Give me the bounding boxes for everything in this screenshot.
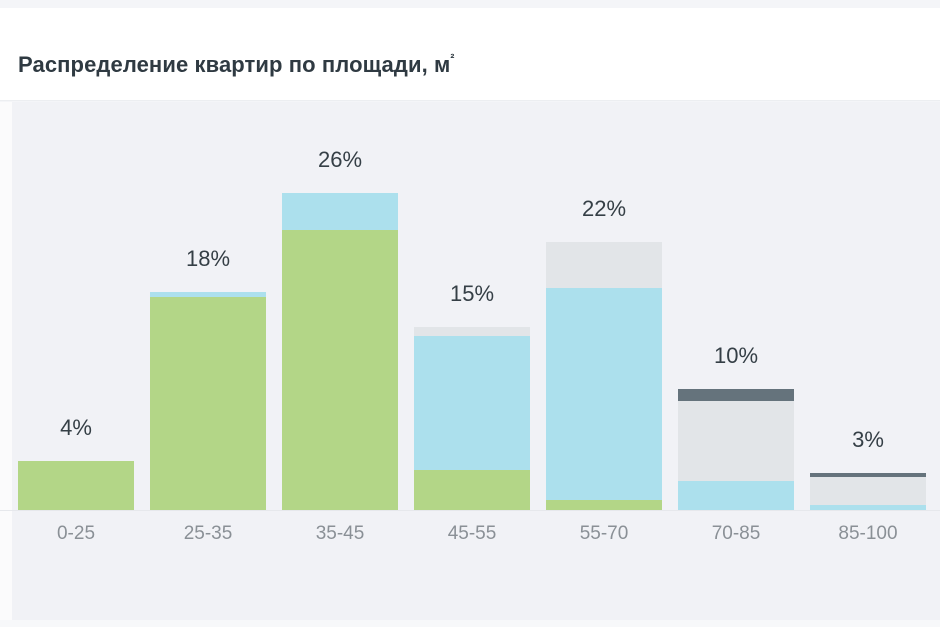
bar-segment-green bbox=[18, 461, 134, 510]
bar-segment-light_grey bbox=[810, 477, 926, 505]
bar-segment-green bbox=[282, 230, 398, 510]
bar-segment-green bbox=[546, 500, 662, 510]
bar-segment-blue bbox=[678, 481, 794, 510]
bar-70-85 bbox=[678, 389, 794, 510]
bar-value-label: 15% bbox=[449, 281, 495, 306]
bar-0-25 bbox=[18, 461, 134, 510]
x-axis-tick-label: 0-25 bbox=[56, 523, 96, 544]
bar-value-label: 26% bbox=[317, 147, 363, 172]
bar-segment-light_grey bbox=[546, 242, 662, 288]
bar-segment-light_grey bbox=[678, 401, 794, 481]
x-axis-tick-label: 70-85 bbox=[711, 523, 761, 544]
bar-segment-blue bbox=[414, 336, 530, 470]
bar-85-100 bbox=[810, 473, 926, 510]
bar-value-label: 18% bbox=[185, 246, 231, 271]
bar-value-label: 3% bbox=[852, 427, 884, 452]
x-axis-tick-label: 25-35 bbox=[183, 523, 233, 544]
x-axis-tick-label: 35-45 bbox=[315, 523, 365, 544]
bar-55-70 bbox=[546, 242, 662, 510]
left-margin bbox=[0, 102, 12, 627]
bottom-margin bbox=[0, 620, 940, 627]
bar-35-45 bbox=[282, 193, 398, 510]
x-axis-tick-label: 55-70 bbox=[579, 523, 629, 544]
x-axis-tick-label: 85-100 bbox=[838, 523, 898, 544]
bar-segment-dark_grey bbox=[810, 473, 926, 477]
bar-segment-green bbox=[414, 470, 530, 510]
bar-segment-blue bbox=[810, 505, 926, 510]
chart-baseline bbox=[0, 510, 940, 511]
bar-segment-green bbox=[150, 297, 266, 510]
bar-45-55 bbox=[414, 327, 530, 510]
bar-25-35 bbox=[150, 292, 266, 510]
bar-segment-dark_grey bbox=[678, 389, 794, 401]
chart-title-superscript: ² bbox=[450, 50, 455, 65]
x-axis-tick-label: 45-55 bbox=[447, 523, 497, 544]
bar-segment-blue bbox=[282, 193, 398, 230]
bar-segment-light_grey bbox=[414, 327, 530, 336]
chart-title: Распределение квартир по площади, м² bbox=[18, 50, 455, 78]
chart-header: Распределение квартир по площади, м² bbox=[0, 8, 940, 101]
bar-value-label: 10% bbox=[713, 343, 759, 368]
bar-segment-blue bbox=[546, 288, 662, 500]
chart-title-text: Распределение квартир по площади, м bbox=[18, 52, 451, 77]
bar-value-label: 22% bbox=[581, 196, 627, 221]
bar-value-label: 4% bbox=[60, 415, 92, 440]
bar-segment-blue bbox=[150, 292, 266, 297]
